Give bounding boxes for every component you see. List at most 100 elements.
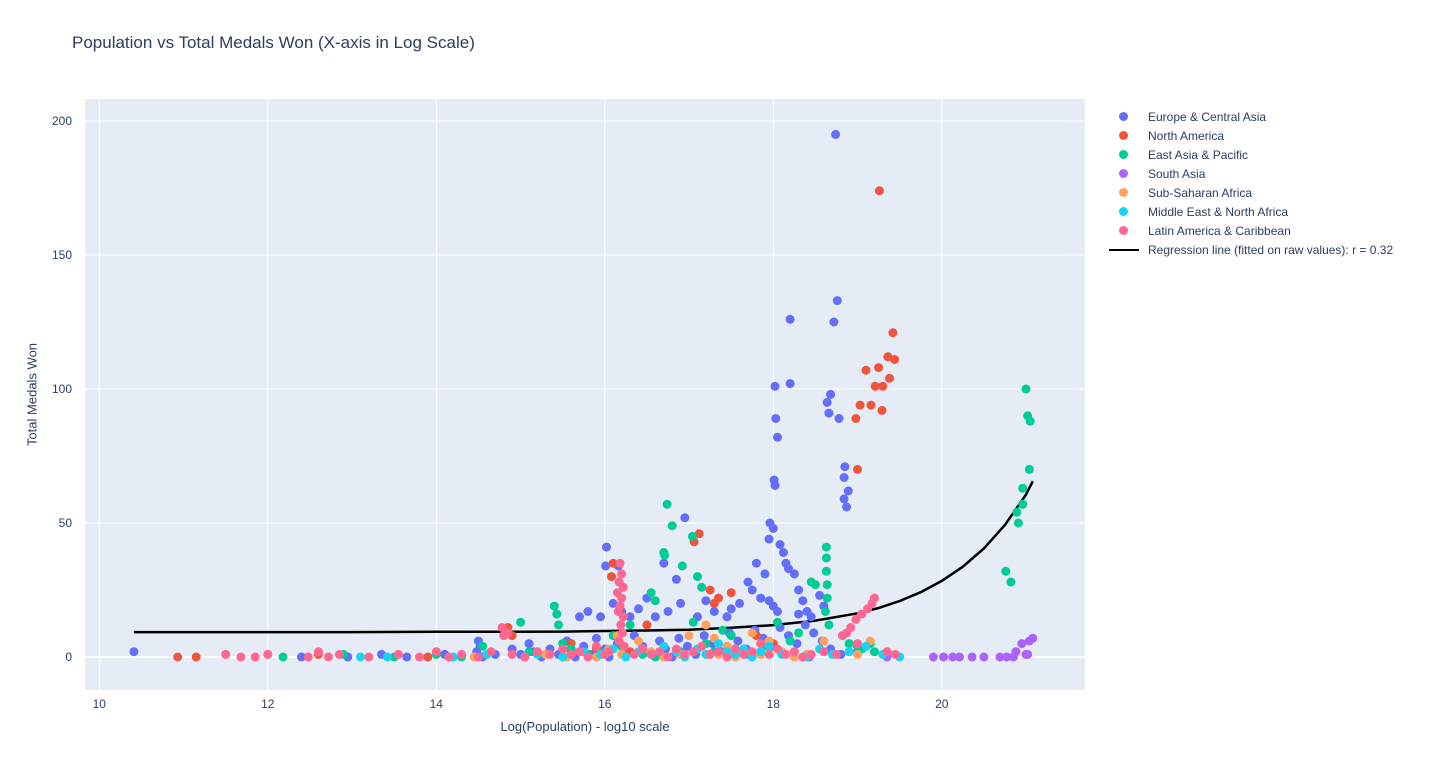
- scatter-point[interactable]: [680, 649, 690, 659]
- scatter-point[interactable]: [995, 652, 1005, 662]
- scatter-point[interactable]: [882, 647, 892, 657]
- scatter-plot-canvas[interactable]: [85, 99, 1085, 690]
- scatter-point[interactable]: [831, 129, 841, 139]
- scatter-point[interactable]: [789, 569, 799, 579]
- scatter-point[interactable]: [794, 609, 804, 619]
- scatter-point[interactable]: [756, 639, 766, 649]
- scatter-point[interactable]: [857, 609, 867, 619]
- scatter-point[interactable]: [874, 186, 884, 196]
- scatter-point[interactable]: [832, 649, 841, 659]
- scatter-point[interactable]: [618, 628, 627, 638]
- scatter-point[interactable]: [794, 585, 804, 595]
- scatter-point[interactable]: [747, 628, 757, 638]
- scatter-point[interactable]: [646, 649, 656, 659]
- scatter-point[interactable]: [697, 641, 707, 651]
- scatter-point[interactable]: [809, 628, 819, 638]
- scatter-point[interactable]: [297, 652, 306, 662]
- scatter-point[interactable]: [608, 598, 618, 608]
- scatter-point[interactable]: [869, 647, 879, 657]
- scatter-point[interactable]: [478, 641, 488, 651]
- scatter-point[interactable]: [967, 652, 977, 662]
- legend-item-north-america[interactable]: North America: [1108, 126, 1393, 145]
- scatter-point[interactable]: [770, 381, 780, 391]
- scatter-point[interactable]: [650, 612, 660, 622]
- scatter-point[interactable]: [764, 534, 774, 544]
- scatter-point[interactable]: [607, 572, 616, 582]
- scatter-point[interactable]: [221, 649, 231, 659]
- scatter-point[interactable]: [874, 363, 884, 373]
- scatter-point[interactable]: [688, 617, 698, 627]
- scatter-point[interactable]: [822, 397, 832, 407]
- scatter-point[interactable]: [863, 604, 873, 614]
- scatter-point[interactable]: [834, 414, 844, 423]
- scatter-point[interactable]: [789, 647, 799, 657]
- scatter-point[interactable]: [870, 381, 880, 391]
- scatter-point[interactable]: [800, 620, 810, 630]
- scatter-point[interactable]: [486, 647, 496, 657]
- scatter-point[interactable]: [625, 612, 635, 622]
- scatter-point[interactable]: [866, 400, 876, 410]
- scatter-point[interactable]: [1012, 507, 1022, 517]
- scatter-point[interactable]: [646, 588, 656, 598]
- scatter-point[interactable]: [821, 607, 830, 616]
- scatter-point[interactable]: [662, 499, 672, 509]
- scatter-point[interactable]: [798, 652, 808, 662]
- scatter-point[interactable]: [756, 593, 766, 603]
- scatter-point[interactable]: [705, 649, 715, 659]
- scatter-point[interactable]: [1002, 652, 1012, 662]
- scatter-point[interactable]: [851, 414, 861, 423]
- scatter-point[interactable]: [714, 647, 723, 657]
- scatter-point[interactable]: [191, 652, 201, 662]
- scatter-point[interactable]: [890, 649, 900, 659]
- legend-item-latin-america-caribbean[interactable]: Latin America & Caribbean: [1108, 221, 1393, 240]
- scatter-point[interactable]: [1023, 649, 1033, 659]
- scatter-point[interactable]: [618, 582, 628, 592]
- scatter-point[interactable]: [773, 617, 782, 627]
- scatter-point[interactable]: [583, 652, 593, 662]
- scatter-point[interactable]: [824, 408, 834, 418]
- scatter-point[interactable]: [625, 620, 635, 630]
- scatter-point[interactable]: [861, 641, 871, 651]
- scatter-point[interactable]: [701, 620, 711, 630]
- scatter-point[interactable]: [735, 598, 745, 608]
- legend-item-sub-saharan-africa[interactable]: Sub-Saharan Africa: [1108, 183, 1393, 202]
- scatter-point[interactable]: [699, 631, 709, 641]
- scatter-point[interactable]: [499, 631, 509, 641]
- scatter-point[interactable]: [821, 553, 831, 563]
- scatter-point[interactable]: [822, 593, 832, 603]
- scatter-point[interactable]: [415, 652, 424, 662]
- scatter-point[interactable]: [821, 566, 831, 576]
- scatter-point[interactable]: [794, 628, 804, 638]
- scatter-point[interactable]: [726, 588, 736, 598]
- scatter-point[interactable]: [792, 639, 802, 649]
- scatter-point[interactable]: [1018, 483, 1028, 493]
- scatter-point[interactable]: [819, 647, 829, 657]
- scatter-point[interactable]: [520, 652, 530, 662]
- scatter-point[interactable]: [554, 620, 563, 630]
- scatter-point[interactable]: [824, 620, 834, 630]
- scatter-point[interactable]: [842, 502, 852, 512]
- scatter-point[interactable]: [832, 296, 842, 306]
- scatter-point[interactable]: [733, 636, 743, 646]
- scatter-point[interactable]: [671, 574, 681, 584]
- scatter-point[interactable]: [524, 639, 534, 649]
- scatter-point[interactable]: [747, 647, 757, 657]
- scatter-point[interactable]: [676, 598, 686, 608]
- scatter-point[interactable]: [444, 652, 454, 662]
- scatter-point[interactable]: [979, 652, 989, 662]
- scatter-point[interactable]: [939, 652, 948, 662]
- scatter-point[interactable]: [928, 652, 938, 662]
- regression-line[interactable]: [133, 480, 1034, 634]
- scatter-point[interactable]: [853, 649, 862, 659]
- scatter-point[interactable]: [655, 647, 665, 657]
- scatter-point[interactable]: [688, 647, 698, 657]
- scatter-point[interactable]: [660, 550, 670, 560]
- scatter-point[interactable]: [751, 558, 761, 568]
- scatter-point[interactable]: [822, 580, 832, 590]
- scatter-point[interactable]: [334, 649, 344, 659]
- scatter-point[interactable]: [545, 649, 555, 659]
- scatter-point[interactable]: [650, 596, 660, 606]
- scatter-point[interactable]: [566, 649, 576, 659]
- scatter-point[interactable]: [771, 414, 781, 423]
- scatter-point[interactable]: [324, 652, 333, 662]
